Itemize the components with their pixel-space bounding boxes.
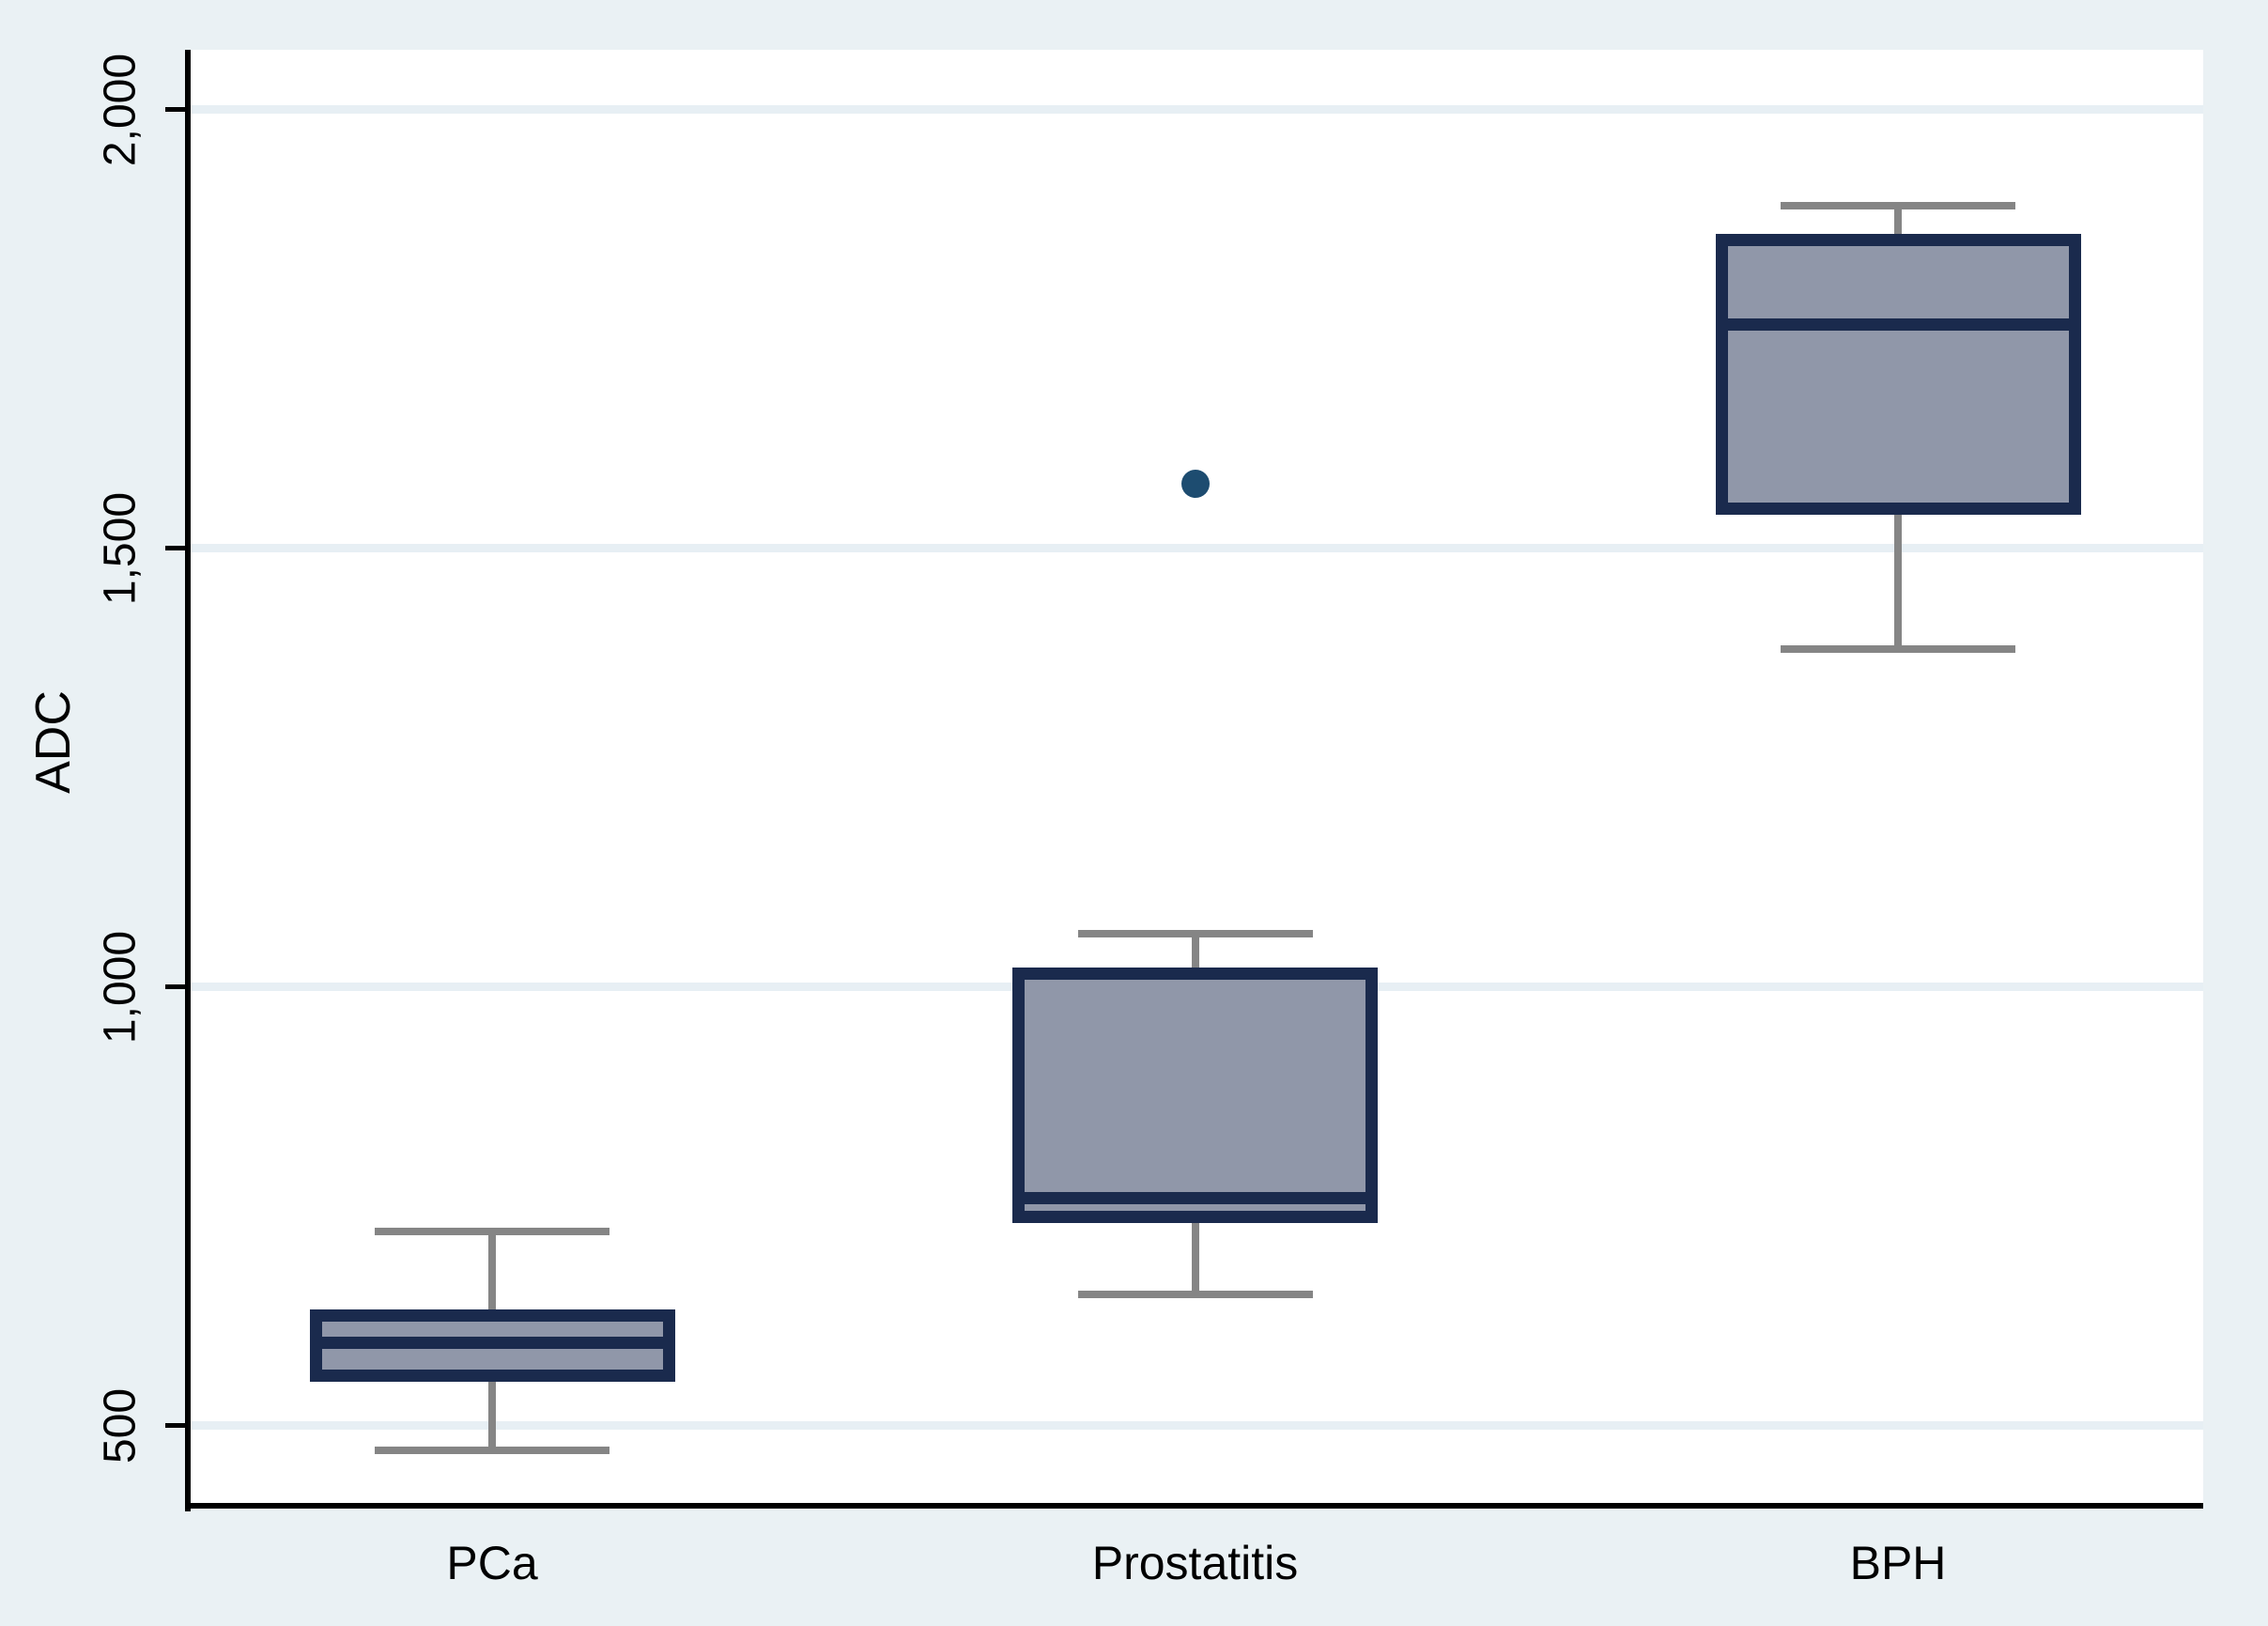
gridline-2000: [188, 105, 2203, 115]
y-tick-label-1500: 1,500: [95, 491, 146, 605]
y-tick-label-1000: 1,000: [95, 930, 146, 1044]
whisker-cap-high-prostatitis: [1077, 929, 1313, 937]
outlier-point-prostatitis-0: [1180, 470, 1210, 499]
y-tick-mark-1000: [165, 984, 188, 990]
gridline-500: [188, 1421, 2203, 1431]
whisker-cap-high-bph: [1781, 202, 2015, 210]
whisker-cap-high-pca: [375, 1228, 609, 1236]
y-axis-title: ADC: [26, 690, 81, 794]
y-tick-mark-500: [165, 1423, 188, 1429]
box-prostatitis: [1012, 968, 1378, 1224]
median-line-prostatitis: [1018, 1191, 1372, 1204]
median-line-pca: [316, 1336, 669, 1349]
gridline-1500: [188, 544, 2203, 553]
x-category-label-pca: PCa: [446, 1537, 538, 1589]
box-bph: [1715, 234, 2081, 516]
x-category-label-bph: BPH: [1849, 1537, 1947, 1589]
whisker-cap-low-pca: [375, 1447, 609, 1455]
x-category-label-prostatitis: Prostatitis: [1091, 1537, 1299, 1589]
whisker-cap-low-prostatitis: [1077, 1290, 1313, 1298]
y-tick-mark-2000: [165, 107, 188, 113]
x-axis-line: [185, 1503, 2203, 1509]
whisker-cap-low-bph: [1781, 645, 2015, 654]
y-tick-mark-1500: [165, 546, 188, 551]
y-tick-label-500: 500: [95, 1387, 146, 1464]
y-tick-label-2000: 2,000: [95, 53, 146, 166]
median-line-bph: [1721, 317, 2075, 331]
y-axis-line: [185, 50, 191, 1511]
